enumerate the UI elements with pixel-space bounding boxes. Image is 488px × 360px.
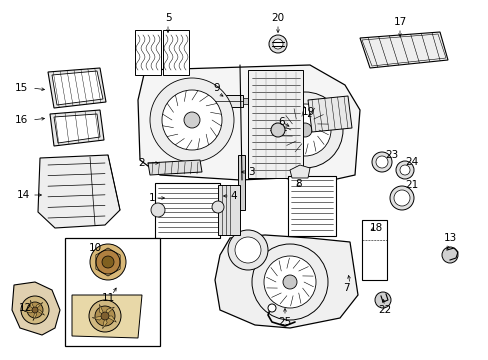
Circle shape bbox=[441, 247, 457, 263]
Polygon shape bbox=[24, 310, 35, 313]
Bar bbox=[374, 155, 388, 162]
Polygon shape bbox=[50, 110, 104, 146]
Circle shape bbox=[21, 296, 49, 324]
Bar bbox=[65, 238, 160, 346]
Text: 24: 24 bbox=[404, 157, 417, 167]
Circle shape bbox=[32, 307, 38, 313]
Circle shape bbox=[395, 161, 413, 179]
Text: 19: 19 bbox=[301, 107, 314, 117]
Circle shape bbox=[267, 304, 275, 312]
Circle shape bbox=[297, 123, 311, 137]
Polygon shape bbox=[30, 300, 35, 310]
Circle shape bbox=[393, 190, 409, 206]
Text: 25: 25 bbox=[278, 317, 291, 327]
Bar bbox=[287, 176, 335, 236]
Bar bbox=[218, 185, 240, 235]
Polygon shape bbox=[138, 65, 359, 185]
Polygon shape bbox=[102, 316, 107, 329]
Circle shape bbox=[90, 244, 126, 280]
Polygon shape bbox=[307, 96, 351, 132]
Polygon shape bbox=[105, 307, 114, 316]
Bar bbox=[135, 30, 161, 75]
Circle shape bbox=[389, 186, 413, 210]
Circle shape bbox=[374, 292, 390, 308]
Polygon shape bbox=[72, 295, 142, 338]
Bar bbox=[361, 220, 386, 280]
Circle shape bbox=[266, 92, 342, 168]
Circle shape bbox=[183, 112, 200, 128]
Bar bbox=[363, 222, 384, 278]
Circle shape bbox=[227, 230, 267, 270]
Circle shape bbox=[212, 201, 224, 213]
Circle shape bbox=[89, 300, 121, 332]
Circle shape bbox=[251, 244, 327, 320]
Bar bbox=[215, 95, 243, 107]
Text: 4: 4 bbox=[229, 191, 236, 201]
Polygon shape bbox=[92, 316, 105, 320]
Text: 5: 5 bbox=[164, 13, 171, 23]
Text: 7: 7 bbox=[343, 283, 349, 293]
Circle shape bbox=[268, 35, 286, 53]
Polygon shape bbox=[359, 32, 447, 68]
Circle shape bbox=[264, 256, 315, 308]
Text: 21: 21 bbox=[404, 180, 417, 190]
Text: 15: 15 bbox=[15, 83, 28, 93]
Polygon shape bbox=[38, 155, 120, 228]
Text: 10: 10 bbox=[88, 243, 102, 253]
Circle shape bbox=[235, 237, 261, 263]
Text: 18: 18 bbox=[369, 223, 383, 233]
Text: 9: 9 bbox=[213, 83, 220, 93]
Circle shape bbox=[102, 256, 114, 268]
Circle shape bbox=[101, 312, 109, 320]
Polygon shape bbox=[52, 71, 103, 105]
Circle shape bbox=[151, 203, 164, 217]
Text: 1: 1 bbox=[148, 193, 155, 203]
Text: 13: 13 bbox=[443, 233, 456, 243]
Polygon shape bbox=[289, 165, 309, 178]
Circle shape bbox=[272, 39, 283, 49]
Circle shape bbox=[27, 302, 43, 318]
Circle shape bbox=[96, 250, 120, 274]
Text: 20: 20 bbox=[271, 13, 284, 23]
Circle shape bbox=[371, 152, 391, 172]
Text: 12: 12 bbox=[19, 303, 32, 313]
Polygon shape bbox=[33, 310, 37, 321]
Polygon shape bbox=[99, 304, 105, 316]
Circle shape bbox=[399, 165, 409, 175]
Polygon shape bbox=[35, 302, 43, 310]
Text: 8: 8 bbox=[294, 179, 301, 189]
Circle shape bbox=[283, 275, 296, 289]
Polygon shape bbox=[148, 160, 202, 175]
Circle shape bbox=[279, 104, 330, 156]
Polygon shape bbox=[54, 114, 100, 143]
Bar bbox=[238, 155, 244, 210]
Text: 22: 22 bbox=[378, 305, 391, 315]
Text: 2: 2 bbox=[138, 158, 145, 168]
Bar bbox=[243, 98, 247, 104]
Polygon shape bbox=[35, 310, 44, 315]
Polygon shape bbox=[215, 235, 357, 328]
Text: 3: 3 bbox=[247, 167, 254, 177]
Circle shape bbox=[150, 78, 234, 162]
Bar bbox=[209, 98, 215, 104]
Text: 6: 6 bbox=[278, 117, 285, 127]
Text: 14: 14 bbox=[17, 190, 30, 200]
Bar bbox=[155, 183, 220, 238]
Circle shape bbox=[375, 156, 387, 168]
Polygon shape bbox=[12, 282, 60, 335]
Text: 11: 11 bbox=[102, 293, 115, 303]
Polygon shape bbox=[48, 68, 106, 108]
Bar bbox=[247, 70, 303, 178]
Text: 23: 23 bbox=[384, 150, 397, 160]
Circle shape bbox=[162, 90, 222, 150]
Circle shape bbox=[270, 123, 285, 137]
Bar bbox=[163, 30, 189, 75]
Text: 17: 17 bbox=[392, 17, 406, 27]
Polygon shape bbox=[105, 316, 116, 322]
Text: 16: 16 bbox=[15, 115, 28, 125]
Circle shape bbox=[95, 306, 115, 326]
